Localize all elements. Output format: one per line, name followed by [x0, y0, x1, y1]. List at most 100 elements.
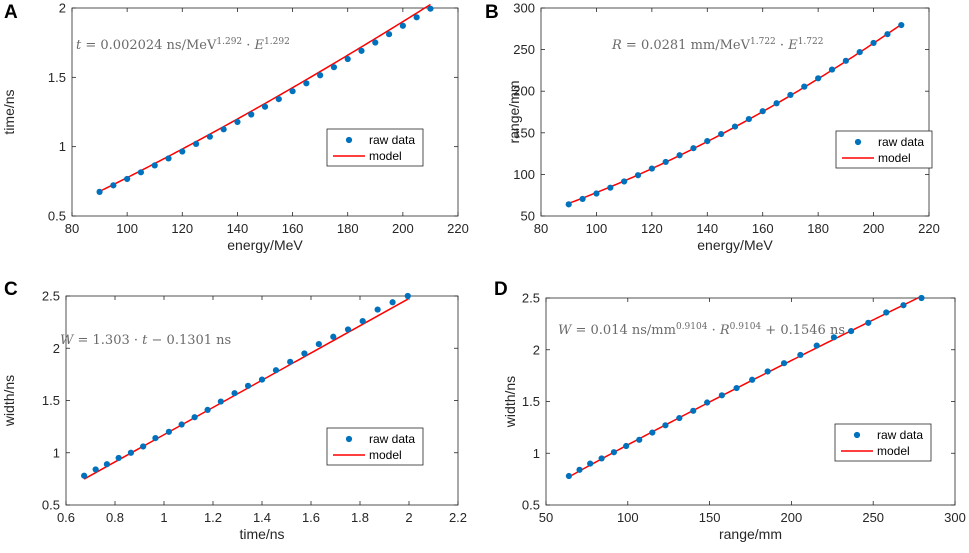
data-point [704, 399, 711, 406]
legend-label-model: model [369, 149, 402, 163]
y-tick-label: 1.5 [522, 394, 540, 409]
legend-box [834, 423, 932, 462]
data-point [579, 195, 586, 203]
plot-area [71, 7, 459, 217]
panel-letter: D [494, 279, 508, 300]
data-point [96, 188, 103, 195]
x-axis-label: range/mm [719, 526, 782, 542]
data-point [704, 138, 711, 145]
data-point [248, 111, 255, 118]
data-point [152, 435, 159, 442]
x-tick-label: 140 [227, 221, 249, 236]
x-axis-label: energy/MeV [227, 237, 303, 253]
data-point [330, 333, 337, 340]
y-axis-label: width/ns [1, 375, 17, 427]
y-tick-label: 2 [59, 1, 66, 16]
data-point [856, 48, 863, 56]
data-point [676, 414, 683, 422]
data-point [918, 294, 925, 302]
data-point [231, 390, 238, 397]
data-point [192, 140, 200, 147]
data-point [404, 292, 411, 300]
data-point [576, 466, 583, 473]
equation-text: W = 0.014 ns/mm0.9104 · R0.9104 + 0.1546… [558, 322, 845, 338]
data-point [636, 436, 643, 443]
data-point [206, 133, 213, 140]
y-tick-label: 1 [59, 139, 66, 154]
data-point [275, 96, 282, 103]
panel-d: 50 100 150 200 250 300 0.5 1 1.5 2 2.5 range/mm widt… [494, 279, 966, 542]
data-point [842, 57, 849, 64]
data-point [217, 398, 224, 405]
plot-area [540, 7, 930, 217]
y-tick-label: 1 [533, 446, 540, 461]
data-point [413, 14, 420, 21]
data-point [565, 472, 573, 480]
data-point [399, 22, 406, 29]
model-line [83, 298, 409, 480]
data-point [151, 162, 158, 169]
x-tick-label: 1 [160, 510, 167, 525]
x-tick-label: 220 [447, 221, 469, 236]
y-tick-label: 0.5 [42, 498, 60, 513]
panel-c: 0.6 0.8 1 1.2 1.4 1.6 1.8 2 2.2 0.5 1 1.5 2 2.5 time/n… [1, 279, 467, 542]
data-point [110, 182, 117, 189]
legend-label-raw: raw data [369, 133, 415, 147]
data-point [598, 455, 605, 462]
legend: raw data model [326, 128, 424, 167]
data-point [385, 31, 393, 38]
legend-label-raw: raw data [369, 432, 415, 446]
legend: raw data model [326, 427, 424, 466]
data-point [870, 39, 877, 47]
data-point [140, 443, 147, 450]
data-point [272, 367, 280, 374]
data-point [165, 155, 172, 162]
panel-a: 80 100 120 140 160 180 200 220 0.5 1 1.5 2 energy/Me… [1, 1, 469, 254]
y-tick-label: 0.5 [522, 498, 540, 513]
legend-box [326, 128, 424, 167]
y-tick-label: 0.5 [48, 209, 66, 224]
x-tick-label: 160 [752, 221, 774, 236]
data-point [830, 334, 838, 341]
x-tick-label: 300 [944, 510, 966, 525]
data-point [865, 319, 872, 326]
y-axis-label: width/ns [502, 376, 518, 428]
legend-marker-raw [854, 138, 862, 146]
data-point [287, 358, 294, 365]
panel-letter: A [4, 2, 18, 23]
x-tick-label: 100 [586, 221, 608, 236]
data-point [797, 351, 804, 359]
data-point [815, 75, 822, 82]
legend-box [835, 130, 933, 169]
data-point [764, 368, 771, 375]
data-point [787, 91, 794, 99]
x-tick-label: 100 [116, 221, 138, 236]
y-axis-label: range/mm [506, 80, 522, 143]
data-point [427, 5, 434, 12]
data-point [115, 454, 122, 462]
data-point [813, 342, 820, 349]
data-point [587, 460, 594, 467]
legend: raw data model [835, 130, 933, 169]
x-tick-label: 1.6 [302, 510, 320, 525]
data-point [124, 175, 131, 183]
data-point [690, 145, 697, 152]
panel-letter: B [485, 2, 499, 23]
y-tick-label: 100 [513, 167, 535, 182]
y-tick-label: 150 [513, 125, 535, 140]
data-point [759, 108, 766, 115]
data-point [883, 309, 890, 316]
data-point [178, 421, 185, 428]
plot-area [65, 295, 459, 506]
data-point [344, 55, 351, 63]
x-tick-label: 180 [807, 221, 829, 236]
data-point [258, 376, 266, 383]
x-tick-label: 0.6 [57, 510, 75, 525]
data-point [372, 39, 379, 46]
data-point [848, 328, 855, 335]
x-tick-label: 100 [617, 510, 639, 525]
data-point [731, 123, 739, 130]
data-point [828, 66, 836, 73]
x-tick-label: 200 [863, 221, 885, 236]
